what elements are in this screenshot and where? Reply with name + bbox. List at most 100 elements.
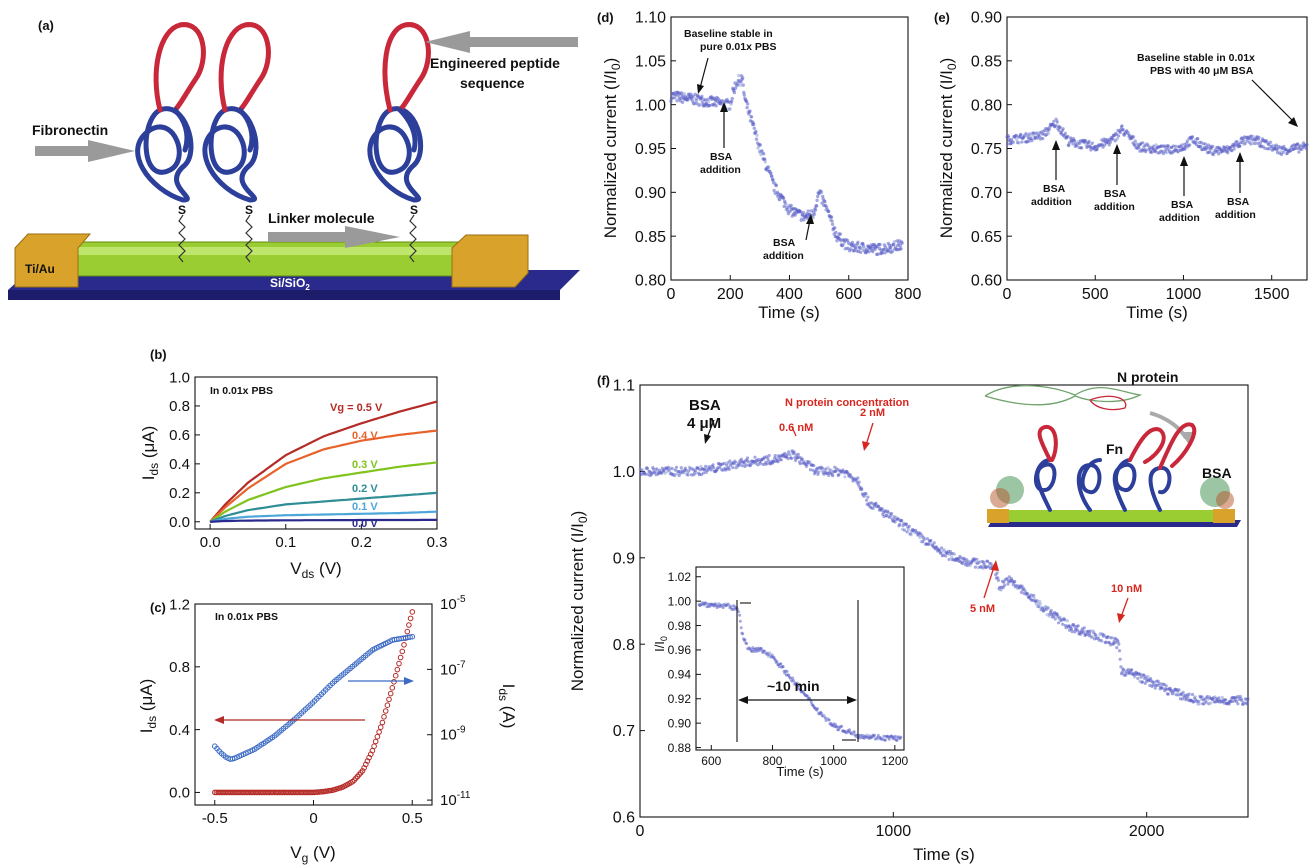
- data-point: [1188, 143, 1192, 147]
- data-point: [883, 738, 887, 742]
- data-point: [1227, 702, 1231, 706]
- data-point: [707, 103, 712, 108]
- panel-b-annotation: In 0.01x PBS: [210, 385, 273, 397]
- data-point: [714, 104, 718, 108]
- data-point: [1211, 144, 1215, 148]
- fibronectin-arrow: [35, 140, 135, 162]
- data-point: [1087, 139, 1091, 143]
- panel-f-ann-nprotein: N protein: [1117, 369, 1178, 385]
- data-point: [815, 198, 819, 202]
- data-point: [752, 122, 756, 127]
- data-point: [744, 463, 748, 467]
- x-tick-label: 200: [717, 286, 744, 303]
- data-point: [819, 711, 823, 715]
- data-point: [653, 470, 657, 474]
- x-tick-label: 0.1: [275, 534, 296, 551]
- data-point: [1190, 692, 1195, 697]
- data-point: [740, 464, 744, 468]
- legend-entry: 0.1 V: [352, 501, 378, 513]
- data-point: [834, 230, 838, 235]
- data-point: [682, 91, 686, 96]
- data-point: [1080, 146, 1084, 150]
- data-point: [1144, 148, 1148, 152]
- panel-f-ann-c1: 0.6 nM: [779, 422, 813, 434]
- data-point: [1239, 694, 1243, 698]
- data-point: [766, 165, 771, 170]
- data-point: [1127, 133, 1132, 137]
- data-point: [975, 557, 979, 561]
- data-point: [728, 459, 732, 463]
- data-point: [1154, 143, 1158, 147]
- data-point: [841, 242, 846, 247]
- data-point: [1038, 602, 1042, 606]
- data-point: [738, 619, 742, 623]
- data-point: [387, 690, 394, 697]
- data-point: [706, 99, 711, 104]
- panel-f-inset-xlabel: Time (s): [776, 764, 823, 779]
- data-point: [857, 480, 861, 484]
- data-point: [399, 648, 406, 655]
- data-point: [892, 240, 897, 244]
- data-point: [1217, 696, 1221, 700]
- data-point: [1186, 694, 1190, 699]
- data-point: [1032, 593, 1036, 598]
- panel-e-ann-bsa3-1: BSA: [1171, 199, 1194, 211]
- series-line: [210, 518, 437, 523]
- data-point: [1297, 150, 1301, 154]
- data-point: [679, 466, 683, 470]
- data-point: [397, 654, 404, 661]
- sulfur-label-3: S: [410, 203, 418, 217]
- panel-c-axes: [194, 603, 433, 806]
- data-point: [1015, 138, 1019, 142]
- data-point: [830, 222, 835, 226]
- data-point: [1104, 640, 1108, 644]
- data-point: [816, 707, 819, 711]
- data-point: [1069, 627, 1074, 631]
- data-point: [1007, 135, 1011, 140]
- data-point: [795, 681, 799, 685]
- data-point: [669, 99, 673, 103]
- data-point: [927, 542, 931, 546]
- panel-b: (b) 0.0 0.1 0.2 0.3 0.0 0.2 0.4 0.6 0.8 1.0 In 0.…: [139, 347, 447, 581]
- data-point: [1071, 142, 1075, 146]
- data-point: [1267, 142, 1271, 146]
- data-point: [732, 90, 737, 95]
- sulfur-label-1: S: [178, 203, 186, 217]
- data-point: [996, 576, 1000, 580]
- y-tick-label: 0.92: [668, 692, 692, 706]
- data-point: [1122, 668, 1126, 672]
- y-tick-label: 0.7: [613, 723, 635, 740]
- panel-d: (d) 0 200 400 600 800 0.80 0.85 0.90 0.95 1.00 1.0…: [597, 10, 921, 322]
- data-point: [837, 473, 841, 477]
- data-point: [1196, 137, 1200, 141]
- data-point: [685, 98, 690, 102]
- data-point: [843, 475, 847, 479]
- y-tick-label: 0.65: [971, 229, 1002, 246]
- data-point: [899, 735, 903, 739]
- legend-entry: Vg = 0.5 V: [330, 402, 383, 414]
- data-point: [856, 240, 860, 244]
- data-point: [1117, 134, 1121, 138]
- data-point: [1024, 132, 1028, 136]
- data-point: [950, 555, 954, 559]
- panel-f: (f) 0 1000 2000 0.6 0.7 0.8 0.9 1.0 1.1 BSA 4 μM…: [568, 369, 1250, 864]
- data-point: [834, 723, 837, 727]
- data-point: [779, 662, 783, 666]
- y2-tick-label: 10-5: [440, 594, 466, 613]
- data-point: [1002, 583, 1007, 588]
- data-point: [848, 728, 851, 732]
- data-point: [673, 96, 677, 100]
- data-point: [1038, 599, 1042, 604]
- data-point: [827, 209, 831, 214]
- data-point: [824, 205, 829, 209]
- data-point: [876, 252, 880, 256]
- data-point: [674, 465, 679, 469]
- data-point: [645, 466, 650, 471]
- data-point: [848, 473, 852, 477]
- y-tick-label: 0.96: [668, 643, 692, 657]
- data-point: [1139, 675, 1143, 679]
- panel-f-ann-bsa-1: BSA: [689, 397, 721, 414]
- data-point: [858, 736, 862, 740]
- data-point: [1054, 123, 1058, 128]
- data-point: [812, 212, 817, 216]
